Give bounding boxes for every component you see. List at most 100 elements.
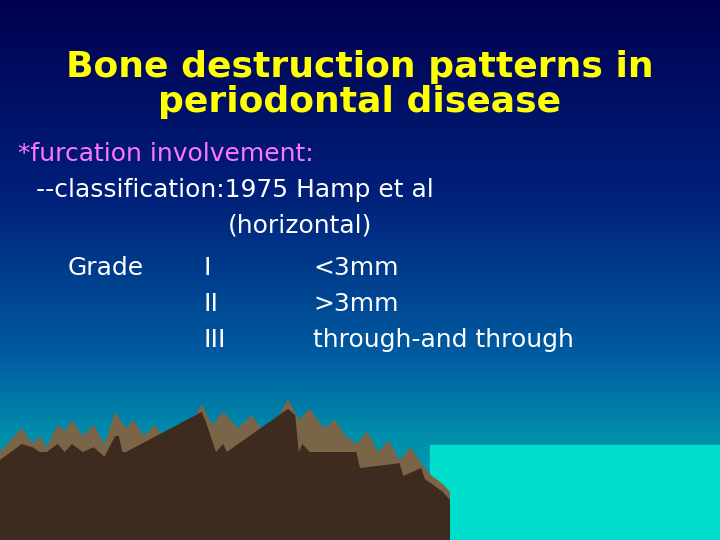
Bar (0, 68, 720, 70)
Bar (0, 146, 720, 148)
Bar (0, 148, 720, 151)
Bar (0, 513, 720, 516)
Bar (0, 375, 720, 378)
Bar (0, 38, 720, 40)
Bar (0, 108, 720, 111)
Bar (0, 489, 720, 491)
Bar (0, 246, 720, 248)
Bar (0, 35, 720, 38)
Bar (0, 235, 720, 238)
Bar (0, 313, 720, 316)
Bar (0, 343, 720, 346)
Bar (0, 54, 720, 57)
Bar (0, 494, 720, 497)
Bar (0, 537, 720, 540)
Bar (0, 335, 720, 338)
Bar (0, 186, 720, 189)
Bar (0, 410, 720, 413)
Bar (0, 408, 720, 410)
Bar (0, 464, 720, 467)
Bar (0, 205, 720, 208)
Bar (0, 97, 720, 100)
Polygon shape (0, 399, 450, 540)
Bar (0, 451, 720, 454)
Bar (0, 197, 720, 200)
Bar (0, 392, 720, 394)
Bar (0, 211, 720, 213)
Bar (0, 103, 720, 105)
Bar (0, 440, 720, 443)
Bar (0, 24, 720, 27)
Bar (0, 184, 720, 186)
Bar (0, 194, 720, 197)
Bar (0, 324, 720, 327)
Text: Grade: Grade (68, 256, 144, 280)
Bar (0, 273, 720, 275)
Bar (0, 227, 720, 229)
Bar (0, 348, 720, 351)
Bar (0, 292, 720, 294)
Bar (0, 405, 720, 408)
Bar (0, 354, 720, 356)
Bar (0, 481, 720, 483)
Bar (0, 443, 720, 445)
Bar (0, 78, 720, 81)
Bar (0, 418, 720, 421)
Text: I: I (203, 256, 210, 280)
Bar (0, 259, 720, 262)
Bar (0, 251, 720, 254)
Bar (0, 467, 720, 470)
Bar (0, 386, 720, 389)
Bar (0, 435, 720, 437)
Bar (0, 216, 720, 219)
Bar (0, 437, 720, 440)
Bar (0, 84, 720, 86)
Bar (0, 143, 720, 146)
Text: through-and through: through-and through (313, 328, 574, 352)
Bar (0, 432, 720, 435)
Bar (0, 275, 720, 278)
Bar (0, 454, 720, 456)
Bar (0, 138, 720, 140)
Bar (0, 5, 720, 8)
Bar (0, 524, 720, 526)
Bar (0, 162, 720, 165)
Bar (0, 308, 720, 310)
Bar (0, 105, 720, 108)
Bar (0, 243, 720, 246)
Bar (0, 0, 720, 3)
Text: Bone destruction patterns in: Bone destruction patterns in (66, 50, 654, 84)
Bar (0, 122, 720, 124)
Bar (0, 516, 720, 518)
Bar (0, 359, 720, 362)
Bar (0, 502, 720, 505)
Bar (0, 302, 720, 305)
Bar (0, 446, 720, 448)
Bar (0, 416, 720, 418)
Bar (0, 240, 720, 243)
Bar (0, 491, 720, 494)
Bar (0, 367, 720, 370)
Bar (0, 100, 720, 103)
Bar (0, 16, 720, 19)
Bar (0, 267, 720, 270)
Bar (0, 526, 720, 529)
Bar (0, 151, 720, 154)
Text: (horizontal): (horizontal) (228, 214, 372, 238)
Bar (0, 232, 720, 235)
Bar (0, 532, 720, 535)
Bar (0, 30, 720, 32)
Bar (0, 448, 720, 451)
Bar (0, 518, 720, 521)
Bar (0, 297, 720, 300)
Bar (0, 254, 720, 256)
Bar (0, 294, 720, 297)
Bar (0, 278, 720, 281)
Bar (0, 81, 720, 84)
Bar (0, 170, 720, 173)
Bar (0, 389, 720, 392)
Bar (0, 475, 720, 478)
Bar (0, 178, 720, 181)
Bar (0, 529, 720, 532)
Bar (0, 76, 720, 78)
